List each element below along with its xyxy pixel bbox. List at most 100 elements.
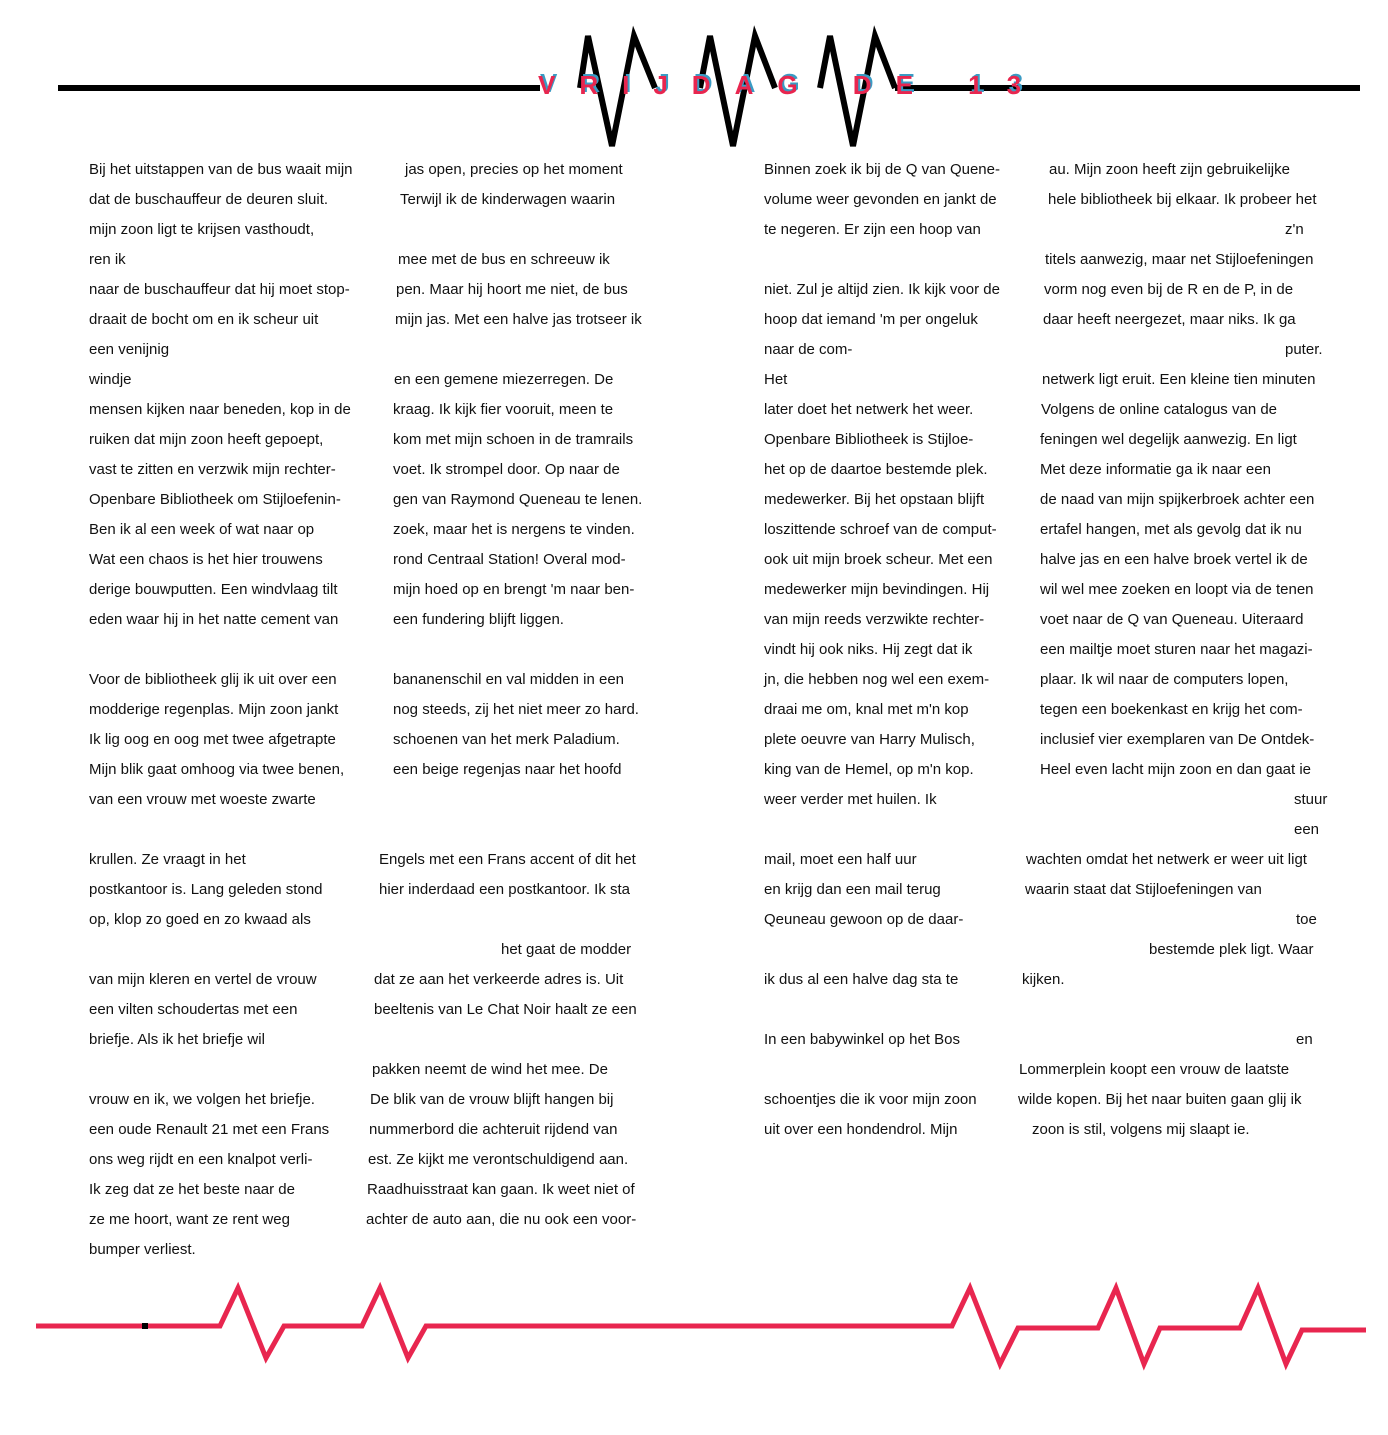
text-line: eden waar hij in het natte cement van bbox=[89, 611, 339, 628]
text-line: Engels met een Frans accent of dit het bbox=[379, 851, 636, 868]
text-line: rond Centraal Station! Overal mod- bbox=[393, 551, 626, 568]
text-line: stuur bbox=[1294, 791, 1328, 808]
text-line: Mijn blik gaat omhoog via twee benen, bbox=[89, 761, 345, 778]
text-line: beeltenis van Le Chat Noir haalt ze een bbox=[374, 1001, 637, 1018]
text-line: weer verder met huilen. Ik bbox=[764, 791, 937, 808]
text-line: te negeren. Er zijn een hoop van bbox=[764, 221, 981, 238]
text-line: vorm nog even bij de R en de P, in de bbox=[1044, 281, 1294, 298]
text-line: Openbare Bibliotheek is Stijloe- bbox=[764, 431, 974, 448]
text-line: Qeuneau gewoon op de daar- bbox=[764, 911, 964, 928]
text-line: vast te zitten en verzwik mijn rechter- bbox=[89, 461, 336, 478]
text-line: draait de bocht om en ik scheur uit bbox=[89, 311, 319, 328]
text-line: bestemde plek ligt. Waar bbox=[1149, 941, 1314, 958]
text-line: medewerker mijn bevindingen. Hij bbox=[764, 581, 990, 598]
text-line: feningen wel degelijk aanwezig. En ligt bbox=[1040, 431, 1297, 448]
text-line: voet naar de Q van Queneau. Uiteraard bbox=[1040, 611, 1304, 628]
text-line: De blik van de vrouw blijft hangen bij bbox=[370, 1091, 614, 1108]
text-line: de naad van mijn spijkerbroek achter een bbox=[1040, 491, 1315, 508]
text-line: het op de daartoe bestemde plek. bbox=[764, 461, 988, 478]
text-line: vrouw en ik, we volgen het briefje. bbox=[89, 1091, 315, 1108]
text-line: een oude Renault 21 met een Frans bbox=[89, 1121, 330, 1138]
text-line: daar heeft neergezet, maar niks. Ik ga bbox=[1043, 311, 1296, 328]
text-line: mijn hoed op en brengt 'm naar ben- bbox=[393, 581, 635, 598]
text-line: pakken neemt de wind het mee. De bbox=[372, 1061, 608, 1078]
text-line: netwerk ligt eruit. Een kleine tien minu… bbox=[1042, 371, 1316, 388]
page-title: VRIJDAG DE 13 bbox=[538, 70, 1046, 100]
text-line: windje bbox=[89, 371, 132, 388]
text-line: hele bibliotheek bij elkaar. Ik probeer … bbox=[1048, 191, 1317, 208]
text-line: bumper verliest. bbox=[89, 1241, 196, 1258]
text-line: voet. Ik strompel door. Op naar de bbox=[393, 461, 620, 478]
text-line: ruiken dat mijn zoon heeft gepoept, bbox=[89, 431, 324, 448]
text-line: schoentjes die ik voor mijn zoon bbox=[764, 1091, 977, 1108]
text-line: ons weg rijdt en een knalpot verli- bbox=[89, 1151, 313, 1168]
heartbeat-bottom-line bbox=[36, 1281, 1366, 1371]
text-line: een bbox=[1294, 821, 1320, 838]
text-line: derige bouwputten. Een windvlaag tilt bbox=[89, 581, 338, 598]
text-line: inclusief vier exemplaren van De Ontdek- bbox=[1040, 731, 1315, 748]
text-line: dat ze aan het verkeerde adres is. Uit bbox=[374, 971, 624, 988]
text-line: op, klop zo goed en zo kwaad als bbox=[89, 911, 311, 928]
text-line: wilde kopen. Bij het naar buiten gaan gl… bbox=[1018, 1091, 1302, 1108]
text-line: Terwijl ik de kinderwagen waarin bbox=[400, 191, 616, 208]
text-line: het gaat de modder bbox=[501, 941, 632, 958]
text-line: dat de buschauffeur de deuren sluit. bbox=[89, 191, 329, 208]
text-line: naar de buschauffeur dat hij moet stop- bbox=[89, 281, 350, 298]
text-line: kraag. Ik kijk fier vooruit, meen te bbox=[393, 401, 614, 418]
text-line: een venijnig bbox=[89, 341, 170, 358]
text-line: van een vrouw met woeste zwarte bbox=[89, 791, 316, 808]
text-line: mail, moet een half uur bbox=[764, 851, 917, 868]
text-line: en krijg dan een mail terug bbox=[764, 881, 941, 898]
text-line: ook uit mijn broek scheur. Met een bbox=[764, 551, 993, 568]
text-line: Ik zeg dat ze het beste naar de bbox=[89, 1181, 295, 1198]
text-line: een beige regenjas naar het hoofd bbox=[393, 761, 622, 778]
text-line: Ik lig oog en oog met twee afgetrapte bbox=[89, 731, 336, 748]
text-line: van mijn reeds verzwikte rechter- bbox=[764, 611, 985, 628]
text-line: krullen. Ze vraagt in het bbox=[89, 851, 246, 868]
heartbeat-top-line bbox=[58, 25, 1360, 147]
text-line: Raadhuisstraat kan gaan. Ik weet niet of bbox=[367, 1181, 635, 1198]
text-line: postkantoor is. Lang geleden stond bbox=[89, 881, 323, 898]
text-line: Het bbox=[764, 371, 788, 388]
text-line: een fundering blijft liggen. bbox=[393, 611, 564, 628]
text-line: plete oeuvre van Harry Mulisch, bbox=[764, 731, 975, 748]
text-line: nog steeds, zij het niet meer zo hard. bbox=[393, 701, 639, 718]
text-line: Openbare Bibliotheek om Stijloefenin- bbox=[89, 491, 341, 508]
text-line: achter de auto aan, die nu ook een voor- bbox=[366, 1211, 637, 1228]
text-line: wil wel mee zoeken en loopt via de tenen bbox=[1040, 581, 1314, 598]
text-line: ren ik bbox=[89, 251, 126, 268]
text-line: puter. bbox=[1285, 341, 1323, 358]
text-line: briefje. Als ik het briefje wil bbox=[89, 1031, 265, 1048]
text-line: z'n bbox=[1285, 221, 1304, 238]
text-line: draai me om, knal met m'n kop bbox=[764, 701, 969, 718]
text-line: ertafel hangen, met als gevolg dat ik nu bbox=[1040, 521, 1302, 538]
text-line: schoenen van het merk Paladium. bbox=[393, 731, 620, 748]
text-line: jas open, precies op het moment bbox=[405, 161, 623, 178]
text-line: hier inderdaad een postkantoor. Ik sta bbox=[379, 881, 631, 898]
text-line: plaar. Ik wil naar de computers lopen, bbox=[1040, 671, 1289, 688]
text-line: zoon is stil, volgens mij slaapt ie. bbox=[1032, 1121, 1250, 1138]
text-line: nummerbord die achteruit rijdend van bbox=[369, 1121, 618, 1138]
text-line: king van de Hemel, op m'n kop. bbox=[764, 761, 974, 778]
text-line: niet. Zul je altijd zien. Ik kijk voor d… bbox=[764, 281, 1000, 298]
text-line: vindt hij ook niks. Hij zegt dat ik bbox=[764, 641, 973, 658]
text-line: van mijn kleren en vertel de vrouw bbox=[89, 971, 317, 988]
text-line: een vilten schoudertas met een bbox=[89, 1001, 298, 1018]
text-line: volume weer gevonden en jankt de bbox=[764, 191, 997, 208]
text-line: toe bbox=[1296, 911, 1317, 928]
text-line: Binnen zoek ik bij de Q van Quene- bbox=[764, 161, 1000, 178]
text-line: een mailtje moet sturen naar het magazi- bbox=[1040, 641, 1313, 658]
text-line: pen. Maar hij hoort me niet, de bus bbox=[396, 281, 628, 298]
text-line: mee met de bus en schreeuw ik bbox=[398, 251, 610, 268]
text-line: naar de com- bbox=[764, 341, 853, 358]
text-line: Ben ik al een week of wat naar op bbox=[89, 521, 315, 538]
text-line: kijken. bbox=[1022, 971, 1065, 988]
text-line: en bbox=[1296, 1031, 1313, 1048]
text-line: modderige regenplas. Mijn zoon jankt bbox=[89, 701, 339, 718]
text-line: gen van Raymond Queneau te lenen. bbox=[393, 491, 643, 508]
text-line: en een gemene miezerregen. De bbox=[394, 371, 614, 388]
text-line: mensen kijken naar beneden, kop in de bbox=[89, 401, 351, 418]
text-line: mijn jas. Met een halve jas trotseer ik bbox=[395, 311, 642, 328]
text-line: later doet het netwerk het weer. bbox=[764, 401, 974, 418]
text-line: Wat een chaos is het hier trouwens bbox=[89, 551, 323, 568]
